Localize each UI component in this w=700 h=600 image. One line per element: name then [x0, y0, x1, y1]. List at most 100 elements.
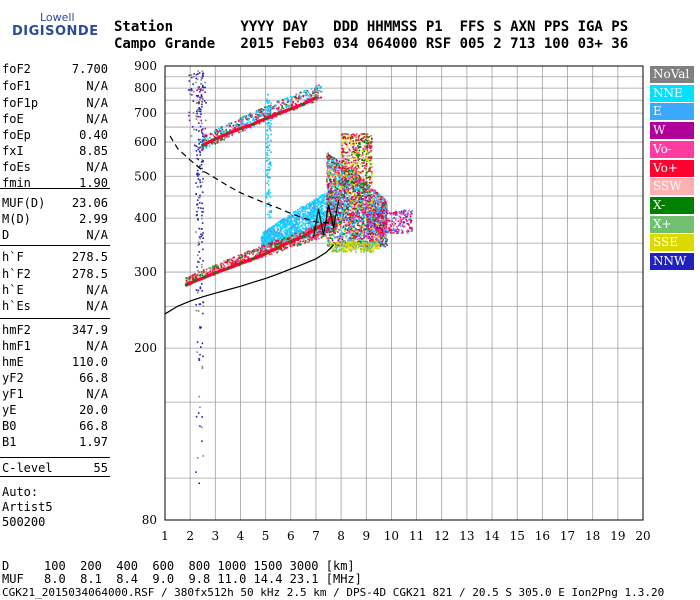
- echo-dot: [327, 159, 329, 162]
- echo-dot: [397, 228, 400, 231]
- echo-dot: [373, 209, 375, 211]
- param-value: N/A: [86, 96, 108, 110]
- echo-dot: [375, 211, 378, 213]
- artist-version: 500200: [2, 515, 46, 529]
- echo-dot: [271, 232, 273, 235]
- echo-dot: [346, 155, 349, 158]
- echo-dot: [360, 235, 362, 237]
- echo-dot: [370, 215, 373, 217]
- echo-dot: [279, 220, 282, 222]
- echo-dot: [347, 211, 349, 213]
- echo-dot: [374, 191, 377, 193]
- echo-dot: [276, 226, 278, 228]
- echo-dot: [336, 165, 339, 168]
- echo-dot: [346, 162, 348, 165]
- echo-dot: [383, 216, 385, 218]
- echo-dot: [340, 169, 343, 172]
- echo-dot: [265, 234, 268, 236]
- header-row-values: Campo Grande 2015 Feb03 034 064000 RSF 0…: [114, 36, 629, 52]
- echo-dot: [365, 242, 368, 244]
- echo-dot: [369, 176, 372, 179]
- echo-dot: [357, 178, 360, 181]
- echo-dot: [362, 192, 364, 195]
- echo-dot: [328, 154, 331, 157]
- echo-dot: [359, 241, 361, 243]
- echo-dot: [358, 179, 361, 182]
- param-row: h`F2 278.5: [2, 267, 108, 283]
- param-row: h`E N/A: [2, 283, 108, 299]
- echo-dot: [349, 221, 352, 223]
- echo-dot: [349, 215, 352, 217]
- echo-dot: [350, 227, 353, 230]
- echo-dot: [375, 195, 377, 198]
- echo-dot: [357, 235, 360, 238]
- echo-dot: [396, 225, 398, 228]
- echo-dot: [362, 181, 364, 184]
- echo-dot: [343, 201, 345, 204]
- echo-dot: [370, 232, 372, 235]
- echo-dot: [322, 225, 325, 228]
- echo-dot: [304, 210, 307, 213]
- echo-dot: [299, 207, 301, 210]
- echo-dot: [326, 172, 329, 175]
- echo-dot: [381, 240, 383, 243]
- echo-dot: [357, 216, 360, 218]
- echo-dot: [323, 225, 326, 228]
- echo-dot: [371, 234, 373, 237]
- echo-dot: [357, 155, 360, 157]
- echo-dot: [368, 229, 371, 231]
- echo-dot: [261, 247, 263, 249]
- echo-dot: [361, 179, 364, 182]
- echo-dot: [376, 209, 379, 212]
- echo-dot: [272, 229, 275, 232]
- echo-dot: [287, 215, 290, 217]
- echo-dot: [293, 214, 295, 217]
- echo-dot: [329, 190, 332, 193]
- echo-dot: [374, 200, 376, 203]
- echo-dot: [327, 176, 330, 178]
- echo-dot: [410, 226, 413, 229]
- echo-dot: [363, 179, 365, 181]
- echo-dot: [363, 140, 365, 143]
- echo-dot: [336, 235, 339, 238]
- echo-dot: [358, 174, 360, 177]
- echo-dot: [381, 211, 384, 214]
- echo-dot: [291, 214, 294, 217]
- echo-dot: [330, 156, 332, 159]
- echo-dot: [327, 177, 330, 179]
- echo-dot: [280, 235, 283, 238]
- echo-dot: [382, 217, 384, 220]
- echo-dot: [292, 225, 294, 228]
- echo-dot: [267, 238, 270, 240]
- echo-dot: [332, 227, 335, 230]
- echo-dot: [321, 209, 323, 211]
- echo-dot: [353, 235, 356, 237]
- echo-dot: [370, 171, 373, 173]
- echo-dot: [350, 178, 353, 181]
- echo-dot: [360, 178, 362, 181]
- echo-dot: [303, 210, 305, 213]
- echo-dot: [336, 169, 339, 172]
- echo-dot: [266, 231, 269, 234]
- echo-dot: [354, 181, 357, 183]
- echo-dot: [381, 216, 383, 218]
- echo-dot: [309, 218, 312, 220]
- echo-dot: [289, 226, 291, 229]
- echo-dot: [368, 217, 371, 219]
- echo-dot: [409, 227, 411, 230]
- param-row: foF1p N/A: [2, 96, 108, 112]
- echo-dot: [348, 184, 350, 186]
- echo-dot: [261, 244, 263, 247]
- echo-dot: [282, 226, 285, 229]
- param-row: fxI 8.85: [2, 144, 108, 160]
- echo-dot: [370, 208, 373, 211]
- echo-dot: [341, 141, 344, 143]
- echo-dot: [392, 232, 395, 234]
- echo-dot: [350, 216, 353, 219]
- echo-dot: [357, 180, 359, 183]
- echo-dot: [366, 175, 369, 177]
- echo-dot: [311, 220, 313, 223]
- echo-dot: [363, 228, 366, 231]
- echo-dot: [352, 145, 355, 148]
- echo-dot: [356, 147, 358, 149]
